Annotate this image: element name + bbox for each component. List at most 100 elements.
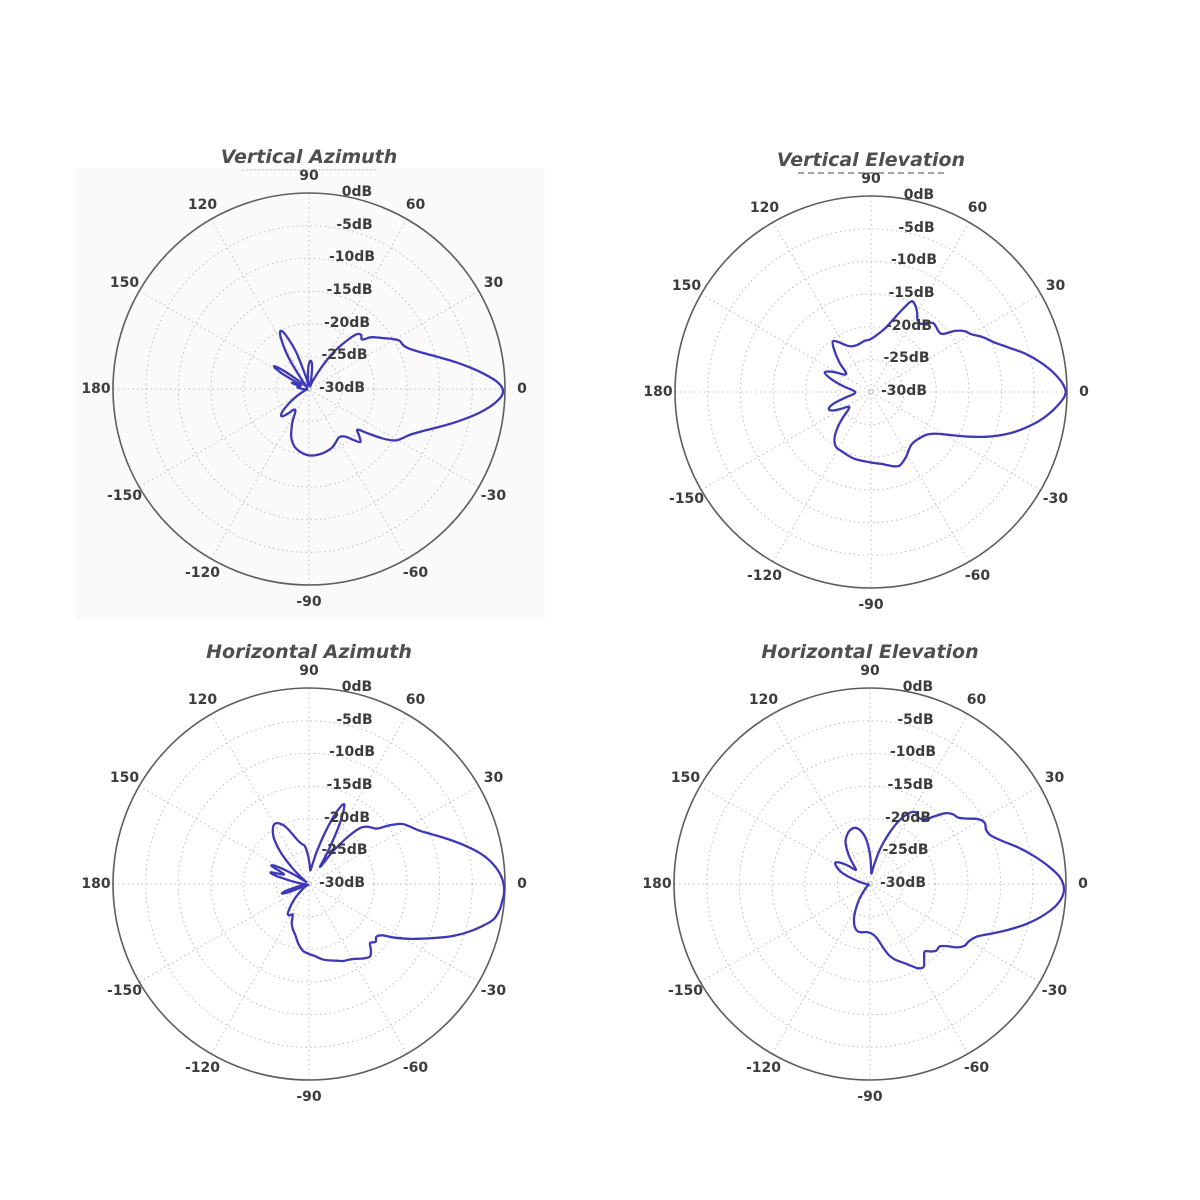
angle-tick-label: -150 xyxy=(107,982,143,999)
angle-tick-label: 0 xyxy=(517,381,527,397)
grid-ring xyxy=(772,293,970,491)
db-tick-label: -30dB xyxy=(881,383,927,399)
polar-chart-horizontal-elevation: Horizontal Elevation 90 60 30 0 -30 -60 -90 -12… xyxy=(610,614,1130,1154)
db-tick-label: -15dB xyxy=(888,285,935,301)
angle-tick-label: 120 xyxy=(748,691,779,708)
grid-ring xyxy=(706,720,1034,1048)
grid-ring xyxy=(805,326,937,458)
angle-tick-label: 150 xyxy=(109,274,140,291)
grid-ring xyxy=(243,323,375,455)
db-tick-label: -25dB xyxy=(882,842,929,859)
grid-ring xyxy=(275,850,343,918)
grid-ring xyxy=(738,752,1002,1016)
radiation-pattern-curve xyxy=(823,300,1067,468)
chart-title: Horizontal Elevation xyxy=(761,641,979,663)
polar-chart-vertical-azimuth: Vertical Azimuth 90 60 30 0 -30 -60 -90 -120 -15… xyxy=(49,119,569,659)
angle-tick-label: -150 xyxy=(107,487,143,504)
angle-tick-label: -90 xyxy=(296,594,322,610)
angle-tick-label: 180 xyxy=(81,381,111,397)
angle-tick-label: -60 xyxy=(402,565,429,582)
grid-ring xyxy=(177,257,441,521)
polar-plot xyxy=(673,687,1067,1081)
angle-tick-label: 150 xyxy=(109,769,140,786)
grid-ring xyxy=(145,225,473,553)
angle-tick-label: -30 xyxy=(1042,490,1069,507)
db-tick-label: -15dB xyxy=(326,282,373,298)
angle-tick-label: 30 xyxy=(1045,277,1066,294)
polar-chart-vertical-elevation: Vertical Elevation 90 60 30 0 -30 -60 -90 -120 -… xyxy=(611,122,1131,662)
db-tick-label: -10dB xyxy=(329,744,375,761)
grid-ring xyxy=(836,850,904,918)
grid-ring xyxy=(210,785,408,983)
db-tick-label: -10dB xyxy=(890,744,936,761)
title-underline xyxy=(798,172,944,174)
angle-tick-label: -120 xyxy=(184,565,221,582)
angle-tick-label: 30 xyxy=(1044,769,1065,786)
db-tick-label: -30dB xyxy=(319,875,365,891)
chart-title: Vertical Azimuth xyxy=(220,146,398,168)
angle-tick-label: 60 xyxy=(405,691,426,708)
grid-ring xyxy=(177,752,441,1016)
db-tick-label: -5dB xyxy=(898,219,935,236)
radiation-pattern-curve xyxy=(834,810,1066,970)
db-tick-label: -5dB xyxy=(336,216,373,233)
grid-ring xyxy=(145,720,473,1048)
angle-tick-label: 120 xyxy=(749,199,780,216)
radiation-pattern-curve xyxy=(269,803,506,963)
polar-plot xyxy=(112,192,506,586)
angle-tick-label: -30 xyxy=(480,487,507,504)
db-tick-label: -10dB xyxy=(329,249,375,266)
angle-tick-label: -30 xyxy=(1041,982,1068,999)
grid-ring xyxy=(243,818,375,950)
db-tick-label: -25dB xyxy=(321,347,368,364)
outer-ring xyxy=(112,192,506,586)
db-tick-label: 0dB xyxy=(903,187,935,203)
grid-ring xyxy=(804,818,936,950)
angle-tick-label: -150 xyxy=(669,490,705,507)
db-tick-label: -20dB xyxy=(324,809,370,826)
angle-tick-label: 60 xyxy=(966,691,987,708)
db-tick-label: -30dB xyxy=(880,875,926,891)
grid-ring xyxy=(707,228,1035,556)
db-tick-label: -5dB xyxy=(897,711,934,728)
db-tick-label: -25dB xyxy=(321,842,368,859)
outer-ring xyxy=(112,687,506,1081)
title-underline xyxy=(241,169,377,171)
radiation-pattern-curve xyxy=(272,329,505,457)
angle-tick-label: 90 xyxy=(860,663,880,679)
db-tick-label: 0dB xyxy=(902,679,934,695)
db-tick-label: -20dB xyxy=(886,317,932,334)
angle-tick-label: -60 xyxy=(964,568,991,585)
db-tick-label: -5dB xyxy=(336,711,373,728)
angle-tick-label: 60 xyxy=(967,199,988,216)
angle-tick-label: 0 xyxy=(1078,876,1088,892)
outer-ring xyxy=(673,687,1067,1081)
angle-tick-label: -150 xyxy=(668,982,704,999)
angle-tick-label: 90 xyxy=(299,663,319,679)
angle-tick-label: -60 xyxy=(963,1060,990,1077)
angle-tick-label: 150 xyxy=(671,277,702,294)
angle-tick-label: -60 xyxy=(402,1060,429,1077)
angle-tick-label: 120 xyxy=(187,691,218,708)
angle-tick-label: -90 xyxy=(858,597,884,613)
polar-chart-horizontal-azimuth: Horizontal Azimuth 90 60 30 0 -30 -60 -90 -120 -… xyxy=(49,614,569,1154)
chart-backdrop xyxy=(75,168,545,620)
grid-ring xyxy=(837,358,905,426)
grid-ring xyxy=(275,355,343,423)
angle-tick-label: -120 xyxy=(746,568,783,585)
angle-tick-label: 180 xyxy=(81,876,111,892)
grid-ring xyxy=(771,785,969,983)
angle-tick-label: 30 xyxy=(483,274,504,291)
db-tick-label: -15dB xyxy=(326,777,373,793)
chart-title: Vertical Elevation xyxy=(776,149,966,171)
polar-plot xyxy=(112,687,506,1081)
angle-tick-label: 30 xyxy=(483,769,504,786)
angle-tick-label: -120 xyxy=(184,1060,221,1077)
angle-tick-label: -90 xyxy=(857,1089,883,1105)
angle-tick-label: 90 xyxy=(861,171,881,187)
polar-plot xyxy=(674,195,1068,589)
db-tick-label: -25dB xyxy=(883,350,930,367)
angle-tick-label: 60 xyxy=(405,196,426,213)
grid-ring xyxy=(739,260,1003,524)
